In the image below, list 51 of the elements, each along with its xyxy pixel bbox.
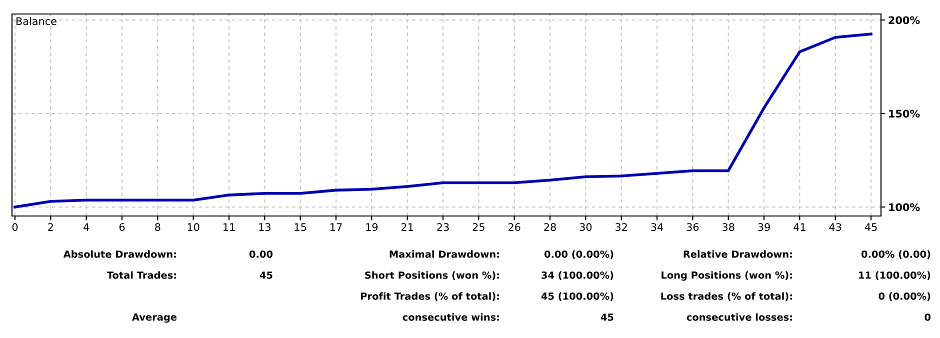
text: Maximal Drawdown: bbox=[390, 250, 499, 258]
y-tick-label: 200% bbox=[888, 16, 920, 24]
x-tick-label: 13 bbox=[259, 223, 270, 232]
y-tick-label: 150% bbox=[889, 110, 920, 118]
x-tick-label: 0 bbox=[12, 223, 18, 232]
text: 0.00 bbox=[249, 250, 273, 258]
x-tick-label: 6 bbox=[119, 223, 125, 232]
x-tick-label: 19 bbox=[366, 223, 378, 232]
text: 0 bbox=[924, 313, 931, 321]
x-tick-label: 26 bbox=[508, 223, 520, 232]
x-tick-label: 45 bbox=[864, 223, 877, 232]
text: 34 (100.00%) bbox=[542, 271, 614, 280]
x-tick-label: 39 bbox=[758, 223, 770, 232]
y-tick-label: 100% bbox=[889, 203, 920, 212]
text: 0 (0.00%) bbox=[878, 292, 930, 301]
line-series bbox=[14, 32, 872, 208]
x-tick-label: 28 bbox=[544, 223, 556, 232]
chart-title: Balance bbox=[16, 17, 56, 26]
x-tick-label: 34 bbox=[651, 223, 664, 232]
x-tick-label: 30 bbox=[580, 223, 592, 232]
text: 0.00 (0.00%) bbox=[544, 250, 614, 259]
x-tick-label: 10 bbox=[188, 223, 200, 232]
x-tick-label: 23 bbox=[437, 223, 449, 232]
text: Relative Drawdown: bbox=[684, 250, 792, 258]
text: 45 (100.00%) bbox=[541, 292, 614, 301]
text: Average bbox=[132, 314, 177, 323]
text: consecutive wins: bbox=[402, 313, 499, 321]
x-tick-label: 2 bbox=[48, 223, 53, 231]
text: Profit Trades (% of total): bbox=[360, 292, 499, 301]
x-tick-label: 8 bbox=[155, 223, 160, 232]
text: 11 (100.00%) bbox=[859, 271, 930, 280]
text: 45 bbox=[600, 314, 614, 321]
text: Loss trades (% of total): bbox=[661, 292, 792, 301]
x-tick-label: 38 bbox=[722, 223, 734, 232]
text: consecutive losses: bbox=[686, 313, 792, 321]
text: Total Trades: bbox=[106, 271, 176, 279]
text: 0.00% (0.00) bbox=[861, 250, 930, 259]
x-tick-label: 4 bbox=[84, 223, 90, 231]
x-tick-label: 15 bbox=[294, 223, 306, 232]
text: Long Positions (won %): bbox=[662, 271, 792, 281]
text: Short Positions (won %): bbox=[365, 271, 499, 280]
x-tick-label: 11 bbox=[224, 223, 235, 231]
x-tick-label: 41 bbox=[794, 223, 806, 231]
text: 45 bbox=[260, 272, 272, 279]
x-tick-label: 21 bbox=[401, 223, 414, 231]
text: Absolute Drawdown: bbox=[63, 250, 176, 258]
x-tick-label: 36 bbox=[686, 223, 699, 232]
x-tick-label: 43 bbox=[829, 223, 842, 232]
x-tick-label: 25 bbox=[472, 223, 484, 232]
x-tick-label: 17 bbox=[330, 223, 342, 231]
x-tick-label: 32 bbox=[616, 223, 627, 232]
